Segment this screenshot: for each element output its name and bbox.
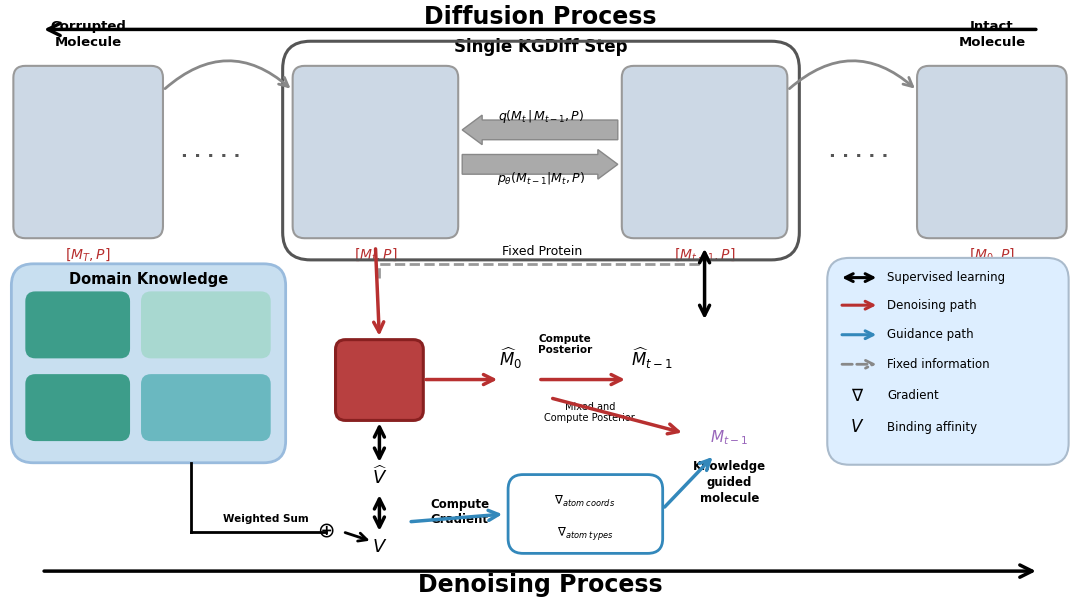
Text: $q(M_t\,|\,M_{t-1}, P)$: $q(M_t\,|\,M_{t-1}, P)$ — [498, 107, 584, 125]
Text: . . . . .: . . . . . — [829, 143, 889, 161]
Text: $[M_t, P]$: $[M_t, P]$ — [354, 246, 397, 263]
Text: Mixed and
Compute Posterior: Mixed and Compute Posterior — [544, 402, 635, 424]
Text: . . . . .: . . . . . — [181, 143, 241, 161]
Text: $\nabla_{atom\ types}$: $\nabla_{atom\ types}$ — [556, 525, 613, 542]
Text: Fixed information: Fixed information — [887, 358, 989, 371]
FancyBboxPatch shape — [12, 264, 285, 463]
FancyBboxPatch shape — [141, 292, 271, 358]
FancyBboxPatch shape — [141, 374, 271, 441]
Text: $\phi_\theta$: $\phi_\theta$ — [367, 368, 392, 392]
Text: Steric
Effects: Steric Effects — [58, 311, 98, 339]
FancyArrow shape — [462, 149, 618, 179]
Text: Supervised learning: Supervised learning — [887, 271, 1005, 284]
Text: $\widehat{M}_0$: $\widehat{M}_0$ — [499, 346, 522, 371]
Text: $V$: $V$ — [372, 538, 387, 556]
Text: $\widehat{M}_{t-1}$: $\widehat{M}_{t-1}$ — [631, 346, 673, 371]
FancyBboxPatch shape — [13, 66, 163, 238]
Text: Knowledge
guided
molecule: Knowledge guided molecule — [693, 460, 766, 505]
FancyBboxPatch shape — [25, 374, 130, 441]
Text: $M_{t-1}$: $M_{t-1}$ — [711, 428, 748, 446]
Text: Denoising Process: Denoising Process — [418, 573, 662, 597]
FancyBboxPatch shape — [293, 66, 458, 238]
FancyBboxPatch shape — [827, 258, 1068, 465]
Text: Rotatable
Bonds: Rotatable Bonds — [177, 394, 234, 422]
Text: Denoising path: Denoising path — [887, 299, 976, 311]
Text: $\nabla_{atom\ coords}$: $\nabla_{atom\ coords}$ — [554, 494, 616, 509]
Text: Gradient: Gradient — [887, 389, 939, 402]
Text: Weighted Sum: Weighted Sum — [222, 514, 309, 524]
Text: $\oplus$: $\oplus$ — [316, 522, 335, 542]
Text: Single KGDiff Step: Single KGDiff Step — [455, 38, 627, 56]
Text: Hydrogen
Bonds: Hydrogen Bonds — [50, 394, 107, 422]
Text: Fixed Protein: Fixed Protein — [502, 245, 582, 258]
Text: Domain Knowledge: Domain Knowledge — [69, 272, 229, 287]
Text: Diffusion Process: Diffusion Process — [423, 5, 657, 29]
FancyArrow shape — [462, 115, 618, 145]
Text: $p_\theta(M_{t-1}|M_t, P)$: $p_\theta(M_{t-1}|M_t, P)$ — [497, 170, 585, 187]
FancyBboxPatch shape — [917, 66, 1067, 238]
Text: $[M_{t-1}, P]$: $[M_{t-1}, P]$ — [674, 246, 735, 263]
Text: Guidance path: Guidance path — [887, 328, 974, 341]
FancyBboxPatch shape — [336, 340, 423, 421]
Text: $[M_T, P]$: $[M_T, P]$ — [66, 246, 111, 263]
Text: Compute
Gradient: Compute Gradient — [430, 498, 489, 526]
Text: Compute
Posterior: Compute Posterior — [538, 334, 592, 355]
Text: Intact
Molecule: Intact Molecule — [958, 20, 1025, 49]
Text: $[M_0, P]$: $[M_0, P]$ — [969, 246, 1015, 263]
FancyBboxPatch shape — [508, 475, 663, 553]
Text: $V$: $V$ — [850, 418, 864, 436]
FancyBboxPatch shape — [622, 66, 787, 238]
Text: Corrupted
Molecule: Corrupted Molecule — [51, 20, 126, 49]
Text: Hydrophobicity: Hydrophobicity — [161, 319, 251, 331]
Text: $\widehat{V}$: $\widehat{V}$ — [372, 466, 387, 488]
Text: Binding affinity: Binding affinity — [887, 421, 977, 434]
FancyBboxPatch shape — [25, 292, 130, 358]
Text: $\nabla$: $\nabla$ — [851, 387, 864, 405]
